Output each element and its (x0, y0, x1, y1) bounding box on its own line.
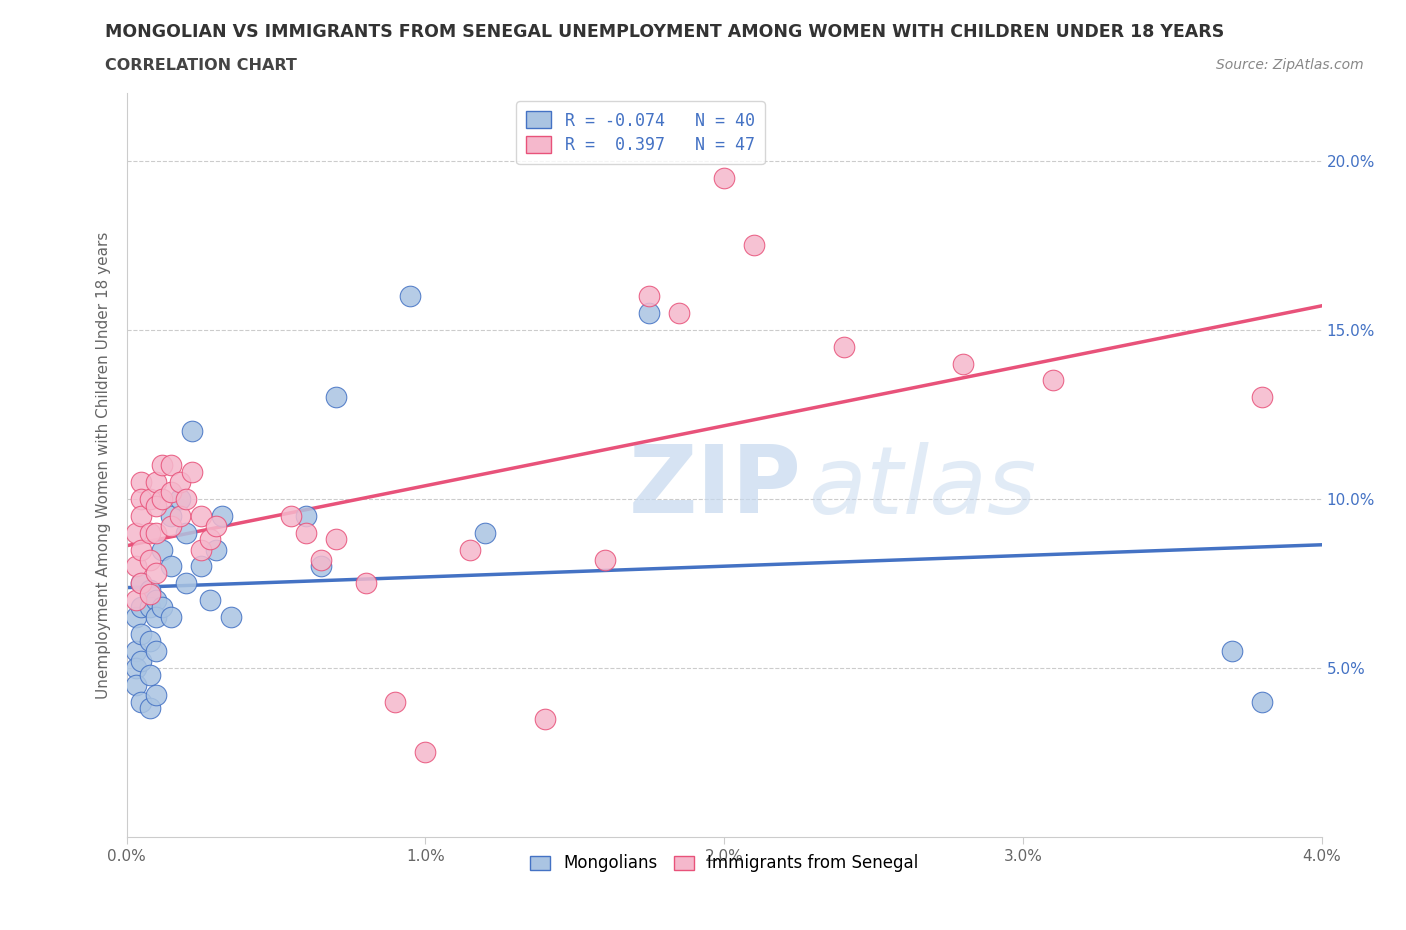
Point (145, 498, 167, 513)
Point (205, 542, 228, 557)
Point (145, 525, 167, 540)
Legend: Mongolians, Immigrants from Senegal: Mongolians, Immigrants from Senegal (522, 846, 927, 881)
Point (1042, 373, 1064, 388)
Point (160, 518, 183, 533)
Point (309, 552, 332, 567)
Point (190, 542, 212, 557)
Point (174, 576, 197, 591)
Point (1250, 390, 1272, 405)
Point (174, 525, 197, 540)
Point (190, 559, 212, 574)
Point (399, 288, 422, 303)
Point (181, 464, 204, 479)
Point (325, 390, 347, 405)
Point (139, 701, 162, 716)
Point (190, 509, 212, 524)
Point (458, 542, 481, 557)
Point (124, 525, 146, 540)
Y-axis label: Unemployment Among Women with Children Under 18 years: Unemployment Among Women with Children U… (96, 232, 111, 698)
Point (952, 356, 974, 371)
Point (139, 552, 162, 567)
Point (124, 610, 146, 625)
Point (131, 627, 153, 642)
Point (150, 542, 174, 557)
Point (160, 485, 183, 499)
Point (205, 518, 228, 533)
Point (145, 592, 167, 607)
Point (474, 525, 496, 540)
Text: MONGOLIAN VS IMMIGRANTS FROM SENEGAL UNEMPLOYMENT AMONG WOMEN WITH CHILDREN UNDE: MONGOLIAN VS IMMIGRANTS FROM SENEGAL UNE… (105, 23, 1225, 41)
Point (139, 583, 162, 598)
Point (294, 509, 316, 524)
Point (160, 610, 183, 625)
Point (713, 170, 735, 185)
Point (309, 559, 332, 574)
Point (160, 458, 183, 472)
Point (139, 667, 162, 682)
Point (160, 509, 183, 524)
Point (325, 532, 347, 547)
Point (124, 644, 146, 658)
Point (131, 576, 153, 591)
Point (384, 695, 406, 710)
Point (131, 695, 153, 710)
Point (742, 238, 765, 253)
Point (219, 610, 242, 625)
Point (160, 559, 183, 574)
Point (145, 644, 167, 658)
Point (124, 592, 146, 607)
Point (124, 677, 146, 692)
Point (124, 660, 146, 675)
Point (181, 424, 204, 439)
Point (131, 474, 153, 489)
Point (145, 565, 167, 580)
Point (280, 509, 302, 524)
Point (131, 654, 153, 669)
Point (200, 592, 222, 607)
Point (200, 532, 222, 547)
Point (150, 600, 174, 615)
Point (638, 305, 661, 320)
Point (145, 610, 167, 625)
Point (169, 491, 191, 506)
Point (593, 552, 616, 567)
Point (131, 509, 153, 524)
Point (139, 600, 162, 615)
Point (131, 542, 153, 557)
Point (139, 586, 162, 601)
Point (124, 559, 146, 574)
Point (169, 509, 191, 524)
Point (533, 711, 555, 726)
Point (354, 576, 377, 591)
Point (638, 288, 661, 303)
Point (174, 491, 197, 506)
Point (668, 305, 690, 320)
Text: Source: ZipAtlas.com: Source: ZipAtlas.com (1216, 58, 1364, 72)
Point (145, 474, 167, 489)
Point (139, 633, 162, 648)
Point (211, 509, 233, 524)
Point (131, 576, 153, 591)
Point (832, 339, 855, 354)
Point (131, 491, 153, 506)
Point (1220, 644, 1243, 658)
Point (139, 525, 162, 540)
Point (150, 458, 174, 472)
Point (131, 600, 153, 615)
Text: ZIP: ZIP (628, 442, 801, 533)
Point (1250, 695, 1272, 710)
Point (169, 474, 191, 489)
Text: CORRELATION CHART: CORRELATION CHART (105, 58, 297, 73)
Point (139, 491, 162, 506)
Point (145, 687, 167, 702)
Point (413, 745, 436, 760)
Point (294, 525, 316, 540)
Point (150, 491, 174, 506)
Text: atlas: atlas (807, 442, 1036, 533)
